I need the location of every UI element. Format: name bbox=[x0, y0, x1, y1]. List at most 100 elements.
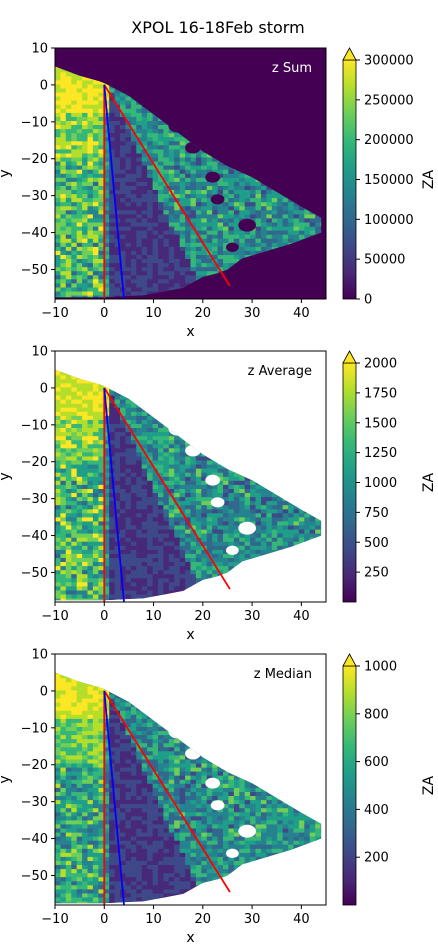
heatmap-cell bbox=[168, 484, 175, 489]
heatmap-cell bbox=[98, 447, 105, 453]
heatmap-cell bbox=[87, 431, 94, 437]
heatmap-cell bbox=[120, 496, 126, 502]
heatmap-cell bbox=[98, 185, 105, 190]
heatmap-cell bbox=[98, 597, 105, 601]
heatmap-cell bbox=[158, 209, 164, 215]
heatmap-cell bbox=[71, 294, 78, 298]
heatmap-cell bbox=[130, 512, 137, 518]
heatmap-cell bbox=[114, 504, 121, 510]
heatmap-cell bbox=[201, 193, 208, 199]
heatmap-cell bbox=[271, 221, 278, 227]
heatmap-cell bbox=[120, 209, 126, 215]
heatmap-cell bbox=[92, 480, 99, 485]
heatmap-cell bbox=[163, 508, 170, 514]
heatmap-cell bbox=[92, 496, 99, 502]
heatmap-cell bbox=[76, 242, 83, 247]
heatmap-cell bbox=[98, 286, 105, 292]
heatmap-cell bbox=[152, 238, 159, 243]
heatmap-cell bbox=[271, 213, 278, 219]
heatmap-cell bbox=[103, 447, 110, 453]
heatmap-cell bbox=[179, 225, 186, 231]
heatmap-cell bbox=[152, 225, 159, 231]
heatmap-cell bbox=[65, 193, 72, 199]
heatmap-cell bbox=[87, 250, 94, 255]
heatmap-cell bbox=[174, 262, 181, 268]
heatmap-cell bbox=[55, 447, 61, 453]
heatmap-cell bbox=[217, 225, 224, 231]
heatmap-cell bbox=[179, 258, 186, 264]
heatmap-cell bbox=[92, 79, 99, 85]
heatmap-cell bbox=[163, 258, 170, 264]
heatmap-cell bbox=[190, 476, 197, 481]
heatmap-cell bbox=[239, 238, 246, 243]
heatmap-cell bbox=[92, 112, 99, 117]
heatmap-cell bbox=[82, 294, 89, 298]
heatmap-cell bbox=[87, 419, 94, 424]
heatmap-cell bbox=[98, 91, 105, 97]
heatmap-cell bbox=[168, 242, 175, 247]
heatmap-cell bbox=[109, 266, 116, 272]
heatmap-cell bbox=[109, 407, 116, 412]
heatmap-cell bbox=[266, 221, 273, 227]
heatmap-cell bbox=[109, 561, 116, 567]
heatmap-cell bbox=[60, 234, 67, 239]
heatmap-cell bbox=[114, 463, 121, 469]
heatmap-cell bbox=[217, 169, 224, 174]
heatmap-cell bbox=[136, 415, 143, 420]
heatmap-cell bbox=[65, 128, 72, 134]
heatmap-cell bbox=[147, 468, 154, 473]
heatmap-cell bbox=[141, 274, 148, 280]
heatmap-cell bbox=[201, 537, 208, 542]
heatmap-cell bbox=[55, 528, 61, 534]
heatmap-cell bbox=[147, 463, 154, 469]
heatmap-cell bbox=[271, 242, 278, 247]
heatmap-cell bbox=[120, 537, 126, 542]
heatmap-cell bbox=[136, 427, 143, 433]
colorbar-tick-label: 100000 bbox=[364, 213, 414, 228]
heatmap-cell bbox=[120, 165, 126, 170]
heatmap-cell bbox=[120, 262, 126, 268]
heatmap-cell bbox=[163, 165, 170, 170]
heatmap-cell bbox=[158, 152, 164, 158]
heatmap-cell bbox=[130, 468, 137, 473]
heatmap-cell bbox=[282, 230, 289, 235]
heatmap-cell bbox=[158, 569, 164, 575]
heatmap-cell bbox=[136, 160, 143, 166]
heatmap-cell bbox=[76, 423, 83, 428]
heatmap-cell bbox=[130, 136, 137, 142]
heatmap-cell bbox=[141, 549, 148, 554]
heatmap-cell bbox=[185, 455, 192, 461]
heatmap-cell bbox=[92, 169, 99, 174]
heatmap-cell bbox=[141, 411, 148, 416]
heatmap-cell bbox=[82, 492, 89, 498]
heatmap-cell bbox=[190, 258, 197, 264]
heatmap-cell bbox=[60, 439, 67, 445]
heatmap-cell bbox=[174, 177, 181, 182]
data-gap bbox=[226, 242, 239, 253]
heatmap-cell bbox=[190, 508, 197, 514]
heatmap-cell bbox=[179, 520, 186, 526]
heatmap-cell bbox=[293, 205, 300, 211]
x-tick-label: 20 bbox=[195, 306, 212, 321]
heatmap-cell bbox=[185, 225, 192, 231]
heatmap-cell bbox=[136, 230, 143, 235]
heatmap-cell bbox=[185, 165, 192, 170]
heatmap-cell bbox=[195, 504, 202, 510]
heatmap-cell bbox=[223, 173, 229, 178]
heatmap-cell bbox=[109, 209, 116, 215]
heatmap-cell bbox=[141, 484, 148, 489]
heatmap-cell bbox=[212, 533, 219, 538]
heatmap-cell bbox=[255, 213, 262, 219]
heatmap-cell bbox=[228, 201, 235, 207]
heatmap-cell bbox=[152, 160, 159, 166]
heatmap-cell bbox=[109, 221, 116, 227]
heatmap-cell bbox=[87, 443, 94, 449]
heatmap-cell bbox=[147, 193, 154, 199]
heatmap-cell bbox=[277, 201, 284, 207]
heatmap-cell bbox=[60, 378, 67, 384]
heatmap-cell bbox=[168, 504, 175, 510]
heatmap-cell bbox=[212, 508, 219, 514]
heatmap-cell bbox=[158, 221, 164, 227]
heatmap-cell bbox=[261, 246, 267, 251]
heatmap-cell bbox=[71, 411, 78, 416]
